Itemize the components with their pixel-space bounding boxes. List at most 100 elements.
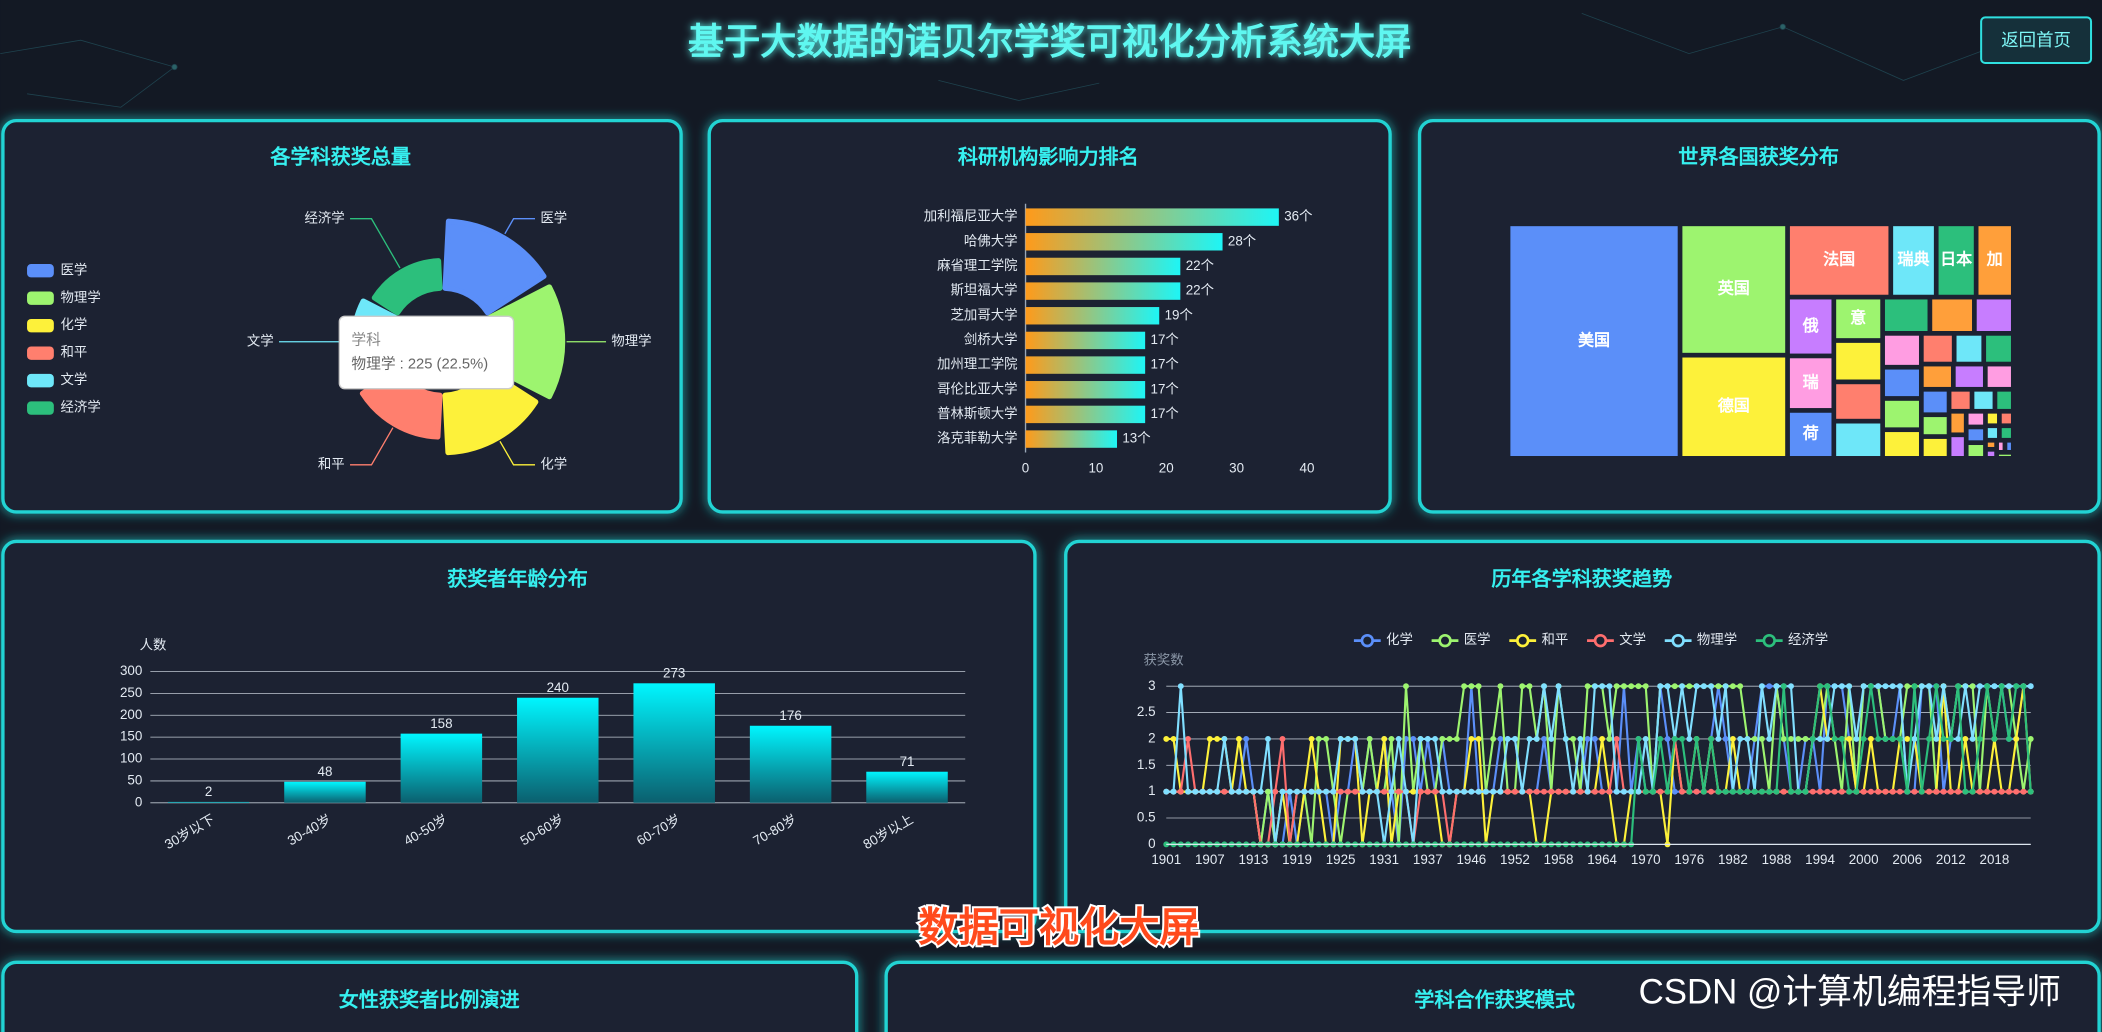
x-tick-label: 1907 bbox=[1195, 852, 1225, 867]
point bbox=[1206, 788, 1213, 795]
point bbox=[1635, 683, 1642, 690]
category-label: 麻省理工学院 bbox=[937, 258, 1017, 273]
point bbox=[1424, 735, 1431, 742]
treemap-label: 日本 bbox=[1940, 250, 1973, 269]
category-label: 加利福尼亚大学 bbox=[924, 209, 1018, 224]
point bbox=[1933, 683, 1940, 690]
point bbox=[1918, 683, 1925, 690]
x-tick-label: 10 bbox=[1088, 461, 1103, 476]
x-tick-label: 2006 bbox=[1892, 852, 1922, 867]
y-tick-label: 2.5 bbox=[1137, 704, 1156, 719]
point bbox=[2013, 788, 2020, 795]
point bbox=[1729, 735, 1736, 742]
point bbox=[1235, 735, 1242, 742]
treemap-label: 英国 bbox=[1718, 279, 1750, 298]
value-label: 17个 bbox=[1151, 381, 1179, 396]
bar bbox=[517, 697, 599, 803]
point bbox=[1562, 735, 1569, 742]
point bbox=[1330, 788, 1337, 795]
point bbox=[1984, 788, 1991, 795]
x-tick-label: 1958 bbox=[1544, 852, 1574, 867]
treemap-cell bbox=[1986, 365, 2012, 388]
home-button-frame[interactable] bbox=[1980, 16, 2093, 64]
category-label: 芝加哥大学 bbox=[951, 307, 1018, 322]
point bbox=[1926, 788, 1932, 795]
treemap-cell bbox=[1509, 225, 1679, 457]
y-tick-label: 0 bbox=[1148, 836, 1155, 851]
y-tick-label: 100 bbox=[120, 751, 142, 766]
point bbox=[1461, 683, 1468, 690]
panel-title: 历年各学科获奖趋势 bbox=[1491, 567, 1672, 591]
panel-title: 各学科获奖总量 bbox=[269, 144, 411, 168]
panel-title: 女性获奖者比例演进 bbox=[339, 987, 520, 1011]
point bbox=[1286, 788, 1293, 795]
point bbox=[1824, 735, 1831, 742]
value-label: 17个 bbox=[1151, 332, 1179, 347]
point bbox=[1475, 683, 1482, 690]
point bbox=[1642, 788, 1649, 795]
value-label: 158 bbox=[430, 716, 452, 731]
point bbox=[1228, 788, 1235, 795]
point bbox=[1323, 788, 1330, 795]
point bbox=[1250, 788, 1257, 795]
panel bbox=[884, 960, 2101, 1032]
value-label: 22个 bbox=[1186, 258, 1214, 273]
point bbox=[1867, 683, 1874, 690]
point bbox=[1177, 788, 1184, 795]
x-tick-label: 1919 bbox=[1282, 852, 1312, 867]
category-label: 哥伦比亚大学 bbox=[937, 381, 1017, 396]
point bbox=[1998, 683, 2005, 690]
x-tick-label: 1937 bbox=[1413, 852, 1443, 867]
treemap-cell bbox=[1835, 383, 1881, 420]
point bbox=[1867, 735, 1874, 742]
point bbox=[1591, 735, 1598, 742]
label-leader bbox=[504, 218, 535, 235]
point bbox=[1235, 788, 1242, 795]
x-tick-label: 1976 bbox=[1674, 852, 1704, 867]
treemap-label: 荷 bbox=[1802, 424, 1819, 443]
sector-label: 文学 bbox=[247, 333, 274, 348]
point bbox=[1693, 683, 1700, 690]
treemap-cell bbox=[1967, 444, 1984, 457]
point bbox=[1432, 788, 1438, 795]
point bbox=[1664, 788, 1671, 795]
point bbox=[1403, 683, 1409, 690]
point bbox=[1838, 735, 1845, 742]
panel-title: 获奖者年龄分布 bbox=[447, 567, 588, 591]
treemap-cell bbox=[1681, 356, 1786, 457]
treemap-label: 法国 bbox=[1823, 250, 1855, 269]
home-button-label[interactable]: 返回首页 bbox=[2001, 30, 2071, 50]
home-button[interactable]: 返回首页 bbox=[1980, 16, 2093, 64]
point bbox=[1962, 735, 1969, 742]
point bbox=[1991, 683, 1998, 690]
bar bbox=[1025, 405, 1146, 424]
x-tick-label: 1946 bbox=[1456, 852, 1486, 867]
point bbox=[1599, 788, 1606, 795]
legend-swatch bbox=[27, 318, 54, 333]
point bbox=[2020, 788, 2027, 795]
point bbox=[1889, 683, 1896, 690]
point bbox=[1780, 788, 1787, 795]
point bbox=[1446, 735, 1453, 742]
point bbox=[1729, 683, 1736, 690]
value-label: 2 bbox=[205, 784, 212, 799]
point bbox=[1904, 683, 1911, 690]
y-tick-label: 2 bbox=[1148, 730, 1155, 745]
treemap-cell bbox=[1923, 390, 1948, 414]
label-leader bbox=[350, 218, 401, 269]
point bbox=[1214, 735, 1221, 742]
point bbox=[1497, 735, 1504, 742]
point bbox=[1628, 788, 1635, 795]
legend-marker bbox=[1593, 633, 1608, 648]
x-tick-label: 1988 bbox=[1762, 852, 1792, 867]
point bbox=[1926, 683, 1932, 690]
point bbox=[1686, 735, 1693, 742]
point bbox=[1751, 735, 1758, 742]
point bbox=[1308, 788, 1315, 795]
point bbox=[1991, 788, 1998, 795]
treemap-cell bbox=[1955, 335, 1983, 363]
point bbox=[1882, 735, 1889, 742]
point bbox=[1352, 788, 1359, 795]
point bbox=[1562, 788, 1569, 795]
legend-label: 经济学 bbox=[1788, 632, 1828, 647]
